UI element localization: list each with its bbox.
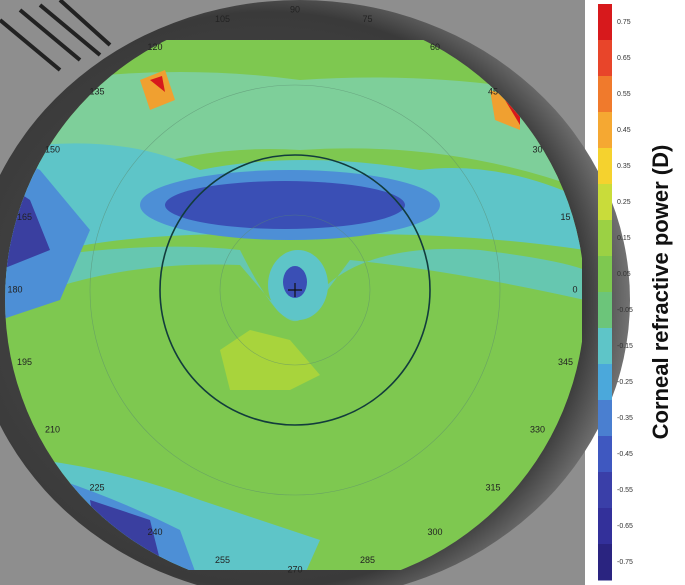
angle-label: 330 <box>530 424 545 434</box>
angle-label: 135 <box>89 86 104 96</box>
angle-label: 180 <box>7 284 22 294</box>
colorbar: 0.75 0.65 0.55 0.45 0.35 0.25 0.15 0.05 -0.05 -0.… <box>598 4 633 581</box>
angle-label: 285 <box>360 555 375 565</box>
colorbar-tick-label: -0.25 <box>617 379 633 386</box>
colorbar-tick-label: -0.55 <box>617 487 633 494</box>
angle-label: 105 <box>215 14 230 24</box>
colorbar-tick-label: 0.45 <box>617 127 631 134</box>
colorbar-tick-label: 0.35 <box>617 163 631 170</box>
colorbar-segment <box>598 40 612 77</box>
colorbar-segment <box>598 148 612 185</box>
colorbar-segment <box>598 328 612 365</box>
colorbar-tick-label: 0.65 <box>617 55 631 62</box>
angle-label: 90 <box>290 4 300 14</box>
colorbar-tick-label: 0.75 <box>617 19 631 26</box>
angle-label: 75 <box>362 14 372 24</box>
colorbar-tick-label: -0.05 <box>617 307 633 314</box>
angle-label: 225 <box>89 482 104 492</box>
colorbar-tick-label: -0.15 <box>617 343 633 350</box>
colorbar-segment <box>598 112 612 149</box>
colorbar-segment <box>598 436 612 473</box>
colorbar-segment <box>598 364 612 401</box>
colorbar-tick-label: -0.75 <box>617 559 633 566</box>
angle-label: 15 <box>560 212 570 222</box>
colorbar-segment <box>598 400 612 437</box>
colorbar-segment <box>598 220 612 257</box>
colorbar-tick-label: 0.05 <box>617 271 631 278</box>
colorbar-segment <box>598 4 612 41</box>
angle-label: 60 <box>430 42 440 52</box>
angle-label: 255 <box>215 555 230 565</box>
colorbar-label: Corneal refractive power (D) <box>648 145 673 440</box>
angle-label: 270 <box>287 564 302 574</box>
colorbar-segment <box>598 184 612 221</box>
colorbar-segment <box>598 292 612 329</box>
angle-label: 30 <box>532 144 542 154</box>
colorbar-segment <box>598 508 612 545</box>
angle-label: 210 <box>45 424 60 434</box>
colorbar-segment <box>598 76 612 113</box>
colorbar-tick-label: 0.15 <box>617 235 631 242</box>
angle-label: 150 <box>45 144 60 154</box>
colorbar-tick-label: -0.65 <box>617 523 633 530</box>
colorbar-tick-label: -0.35 <box>617 415 633 422</box>
colorbar-segment <box>598 472 612 509</box>
angle-label: 0 <box>572 284 577 294</box>
angle-label: 300 <box>427 527 442 537</box>
colorbar-tick-label: -0.45 <box>617 451 633 458</box>
colorbar-segment <box>598 256 612 293</box>
angle-labels: 0 15 30 45 60 75 90 105 120 135 150 165 180 195 210 225… <box>7 4 577 574</box>
angle-label: 240 <box>147 527 162 537</box>
angle-label: 45 <box>488 86 498 96</box>
angle-label: 165 <box>17 212 32 222</box>
colorbar-tick-label: 0.25 <box>617 199 631 206</box>
reference-rings <box>89 84 501 496</box>
angle-label: 195 <box>17 357 32 367</box>
colorbar-segment <box>598 544 612 581</box>
angle-label: 120 <box>147 42 162 52</box>
colorbar-tick-label: 0.55 <box>617 91 631 98</box>
angle-label: 315 <box>485 482 500 492</box>
angle-label: 345 <box>558 357 573 367</box>
